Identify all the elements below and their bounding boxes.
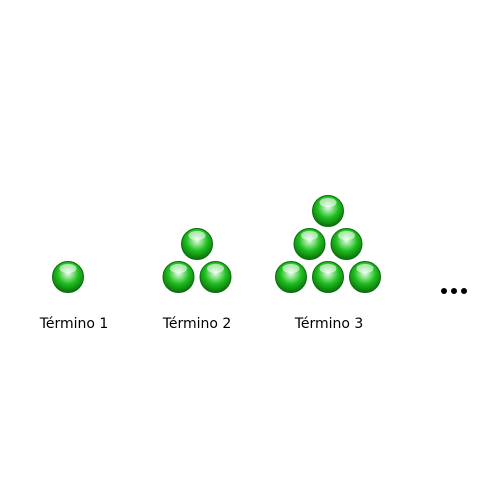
ellipsis-dot <box>461 288 467 294</box>
term-3-label: Término 3 <box>294 316 364 332</box>
term-3-balls <box>275 195 381 293</box>
ball <box>181 228 213 260</box>
ellipsis-dot <box>451 288 457 294</box>
ball <box>199 261 232 293</box>
ball <box>293 228 326 260</box>
term-2-balls <box>162 228 232 293</box>
ball <box>162 261 195 293</box>
ball <box>275 261 307 293</box>
term-2-label: Término 2 <box>162 316 232 332</box>
term-1-label: Término 1 <box>39 316 109 332</box>
ball <box>52 261 84 293</box>
ellipsis-dot <box>441 288 447 294</box>
ball <box>312 261 344 293</box>
ball <box>349 261 381 293</box>
term-1-balls <box>52 261 84 293</box>
ball <box>312 195 344 227</box>
ball <box>330 228 363 260</box>
continuation-ellipsis <box>441 288 471 294</box>
